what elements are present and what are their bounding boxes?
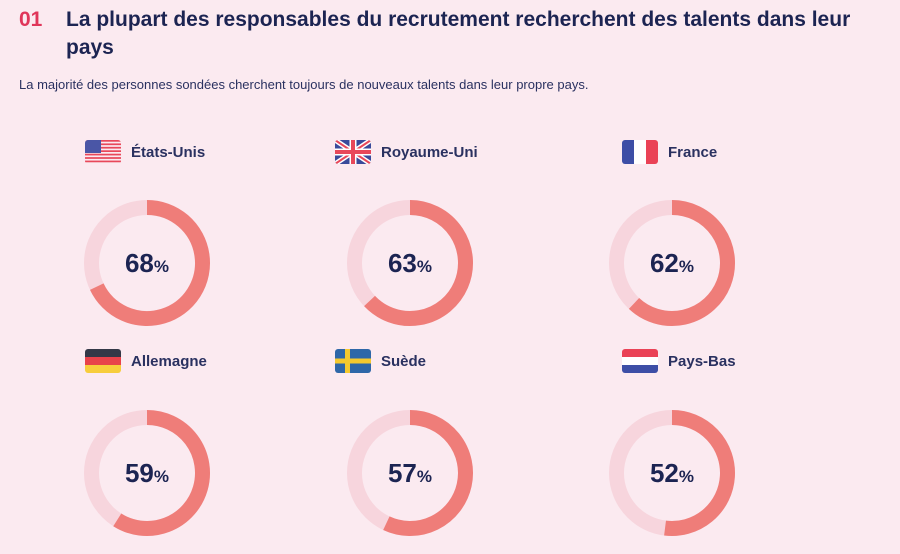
percentage-label: 62%	[650, 248, 694, 278]
title-row: 01 La plupart des responsables du recrut…	[19, 6, 889, 62]
country-card: Allemagne 59%	[47, 346, 247, 546]
header: 01 La plupart des responsables du recrut…	[19, 6, 889, 62]
percentage-value: 63	[388, 248, 417, 278]
country-name: Pays-Bas	[668, 352, 736, 370]
donut-value-arc	[628, 200, 735, 326]
sweden-flag-icon	[335, 349, 371, 373]
germany-flag-icon	[85, 349, 121, 373]
country-name: Suède	[381, 352, 427, 370]
donut-chart: 68%	[84, 200, 210, 326]
percentage-label: 68%	[125, 248, 169, 278]
uk-flag-icon	[335, 140, 371, 164]
country-card: Suède 57%	[310, 346, 510, 546]
donut-chart: 59%	[84, 410, 210, 536]
donut-chart: 52%	[609, 410, 735, 536]
percentage-label: 63%	[388, 248, 432, 278]
france-flag-icon	[622, 140, 658, 164]
percentage-value: 68	[125, 248, 154, 278]
percentage-value: 62	[650, 248, 679, 278]
us-flag-icon	[85, 140, 121, 164]
donut-value-arc	[383, 410, 473, 536]
country-label: États-Unis	[85, 137, 205, 167]
donut-chart: 62%	[609, 200, 735, 326]
country-name: Allemagne	[131, 352, 207, 370]
country-label: Pays-Bas	[622, 346, 736, 376]
page-title: La plupart des responsables du recruteme…	[66, 8, 851, 59]
percentage-value: 57	[388, 458, 417, 488]
country-name: États-Unis	[131, 143, 206, 161]
percentage-label: 59%	[125, 458, 169, 488]
country-card: États-Unis 68%	[47, 137, 247, 337]
percentage-value: 52	[650, 458, 679, 488]
country-name: Royaume-Uni	[381, 143, 478, 161]
percent-sign: %	[417, 257, 432, 276]
donut-chart: 57%	[347, 410, 473, 536]
country-label: Royaume-Uni	[335, 137, 478, 167]
percent-sign: %	[679, 467, 694, 486]
country-label: France	[622, 137, 717, 167]
donut-value-arc	[113, 410, 210, 536]
percent-sign: %	[679, 257, 694, 276]
percentage-label: 57%	[388, 458, 432, 488]
country-name: France	[668, 143, 718, 161]
percent-sign: %	[154, 257, 169, 276]
percentage-label: 52%	[650, 458, 694, 488]
country-card: Royaume-Uni 63%	[310, 137, 510, 337]
percent-sign: %	[154, 467, 169, 486]
donut-value-arc	[90, 200, 210, 326]
section-number: 01	[19, 8, 43, 31]
netherlands-flag-icon	[622, 349, 658, 373]
donut-value-arc	[364, 200, 473, 326]
donut-value-arc	[664, 410, 735, 536]
percent-sign: %	[417, 467, 432, 486]
page-subtitle: La majorité des personnes sondées cherch…	[19, 77, 589, 92]
donut-chart: 63%	[347, 200, 473, 326]
country-card: Pays-Bas 52%	[572, 346, 772, 546]
country-label: Suède	[335, 346, 426, 376]
country-label: Allemagne	[85, 346, 207, 376]
percentage-value: 59	[125, 458, 154, 488]
country-card: France 62%	[572, 137, 772, 337]
